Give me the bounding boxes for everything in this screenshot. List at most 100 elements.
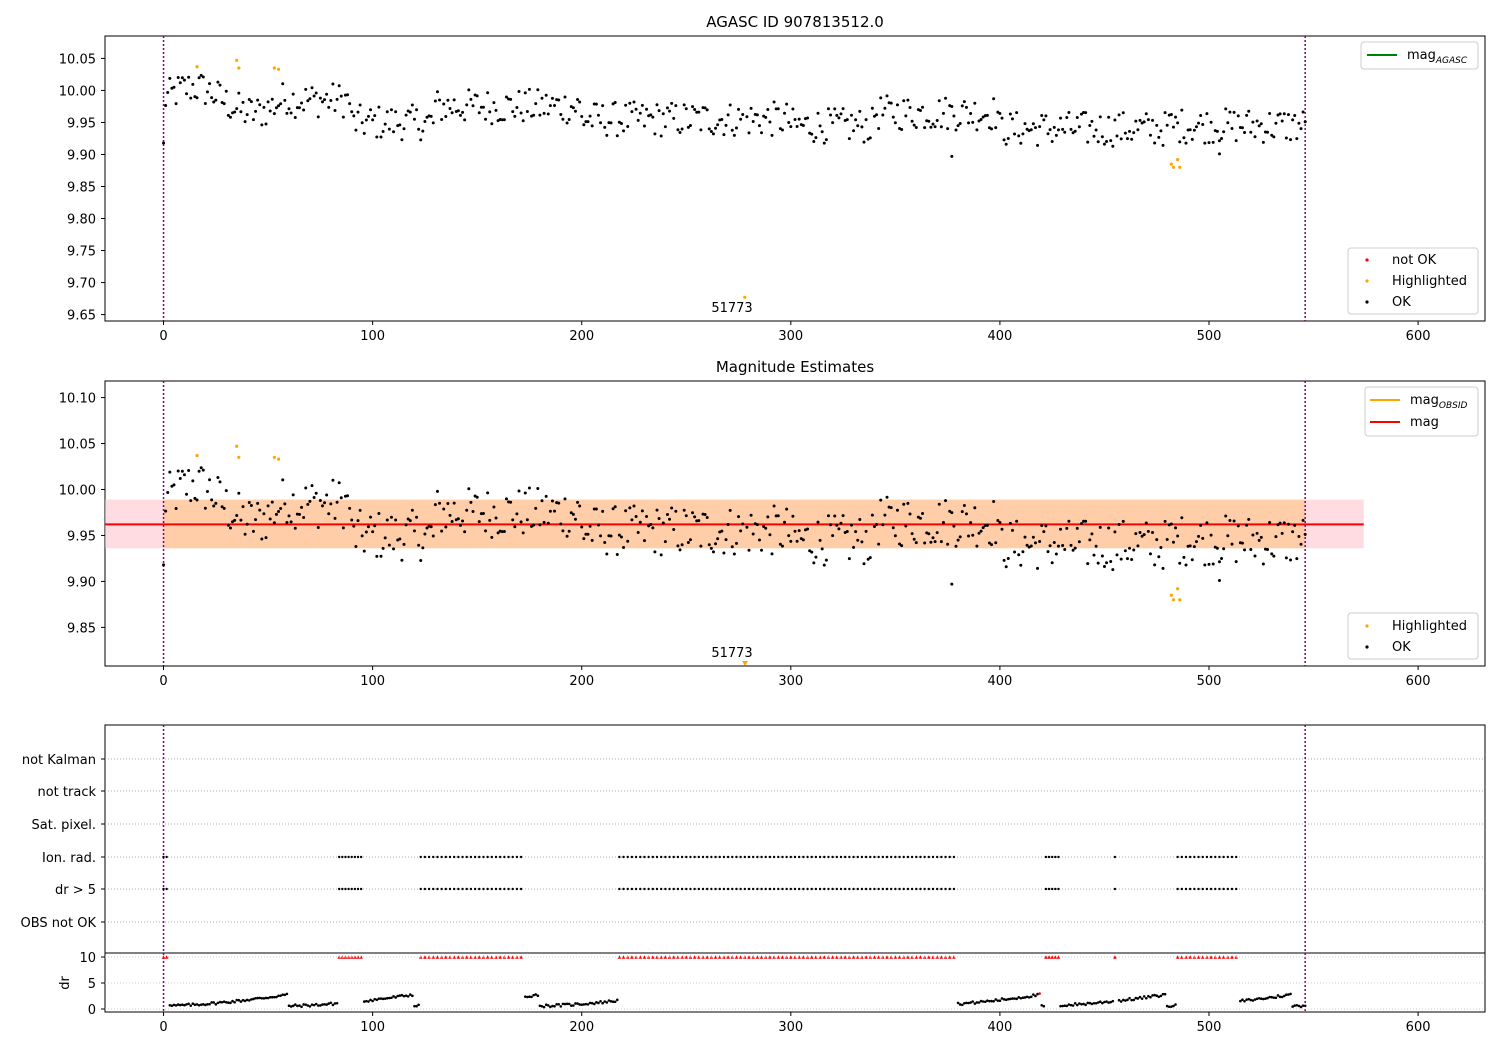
ok-point	[264, 122, 268, 126]
ok-point	[249, 100, 253, 104]
dr-point	[609, 1000, 613, 1003]
dr-clipped-marker	[1180, 955, 1184, 959]
dr-point	[260, 996, 264, 1000]
ion-rad-dot	[927, 855, 931, 859]
ok-point	[661, 521, 665, 525]
ion-rad-dot	[465, 855, 468, 859]
y-tick-label: 10.00	[59, 84, 96, 99]
ok-point	[845, 529, 849, 533]
ok-point	[220, 505, 224, 509]
ok-point	[977, 531, 981, 535]
dr-point	[183, 1003, 186, 1007]
ok-point	[1245, 523, 1249, 527]
ok-point	[1253, 554, 1257, 558]
ok-point	[1136, 544, 1140, 548]
ion-rad-dot	[165, 855, 168, 859]
ion-rad-dot	[843, 855, 847, 859]
ok-point	[174, 506, 178, 510]
ok-point	[670, 506, 674, 510]
ok-point	[684, 107, 688, 111]
ok-point	[222, 506, 226, 510]
ok-point	[831, 534, 835, 538]
dr-point	[1153, 993, 1156, 997]
dr-point	[1130, 998, 1133, 1002]
ok-point	[931, 536, 935, 540]
ok-point	[588, 524, 592, 528]
dr-gt-5-dot	[910, 887, 914, 891]
ok-point	[314, 491, 318, 495]
dr-point	[333, 1002, 337, 1005]
ok-point	[732, 133, 736, 137]
ok-point	[636, 118, 640, 122]
ion-rad-dot	[735, 855, 738, 859]
dr-point	[1059, 1004, 1062, 1008]
dr-point	[371, 999, 374, 1003]
dr-gt-5-dot	[906, 887, 910, 891]
ok-point	[479, 512, 483, 516]
ok-point	[400, 558, 404, 562]
ok-point	[385, 110, 389, 114]
ok-point	[287, 107, 291, 111]
x-tick-label: 100	[360, 329, 385, 344]
ok-point	[440, 529, 444, 533]
agasc-point-legend-frame	[1347, 247, 1479, 315]
ok-point	[1063, 548, 1067, 552]
ok-point	[504, 497, 508, 501]
dr-point	[992, 999, 995, 1003]
dr-point	[191, 1002, 195, 1005]
ion-rad-dot	[440, 855, 443, 859]
ok-point	[601, 509, 605, 513]
dr-clipped-marker	[726, 955, 730, 959]
ok-point	[254, 518, 258, 522]
dr-gt-5-dot	[347, 887, 350, 891]
dr-point	[270, 995, 274, 999]
ok-point	[1059, 527, 1063, 531]
dr-point	[569, 1004, 573, 1007]
ok-point	[571, 512, 575, 516]
ok-point	[1171, 540, 1175, 544]
ion-rad-dot	[432, 855, 435, 859]
ok-point	[412, 529, 416, 533]
dr-point	[392, 995, 395, 998]
ok-point	[684, 514, 688, 518]
dr-clipped-marker	[1188, 955, 1192, 959]
dr-point	[1147, 994, 1150, 998]
dr-clipped-marker	[947, 955, 952, 959]
dr-clipped-marker	[1113, 955, 1117, 959]
ok-point	[490, 535, 494, 539]
x-tick-label: 500	[1197, 1020, 1222, 1035]
ok-point	[1280, 531, 1284, 535]
not-ok-swatch	[1365, 258, 1369, 262]
dr-gt-5-dot	[419, 887, 422, 891]
dr-gt-5-dot	[359, 887, 363, 891]
ok-point	[1017, 553, 1021, 557]
ok-point	[716, 537, 720, 541]
dr-clipped-marker	[830, 955, 835, 959]
dr-gt-5-dot	[810, 887, 813, 891]
ion-rad-dot	[1201, 855, 1204, 859]
ok-point	[946, 127, 950, 131]
dr-clipped-marker	[663, 955, 668, 959]
ok-point	[500, 118, 504, 122]
dr-point	[1092, 1001, 1096, 1005]
ok-point	[914, 125, 918, 129]
ok-point	[797, 117, 801, 121]
ok-point	[235, 514, 239, 518]
ok-point	[776, 514, 780, 518]
ok-point	[854, 118, 858, 122]
ok-point	[538, 523, 542, 527]
dr-point	[588, 1001, 592, 1005]
ok-point	[958, 535, 962, 539]
dr-point	[1245, 998, 1248, 1001]
dr-point	[1253, 998, 1257, 1001]
ok-point	[906, 501, 910, 505]
flag-row-label: Sat. pixel.	[32, 818, 96, 833]
ok-point	[208, 478, 212, 482]
dr-gt-5-dot	[881, 887, 885, 891]
ok-point	[939, 540, 943, 544]
ok-point	[527, 486, 531, 490]
dr-point	[250, 998, 253, 1001]
ok-point	[1270, 552, 1274, 556]
ok-point	[1125, 557, 1129, 561]
